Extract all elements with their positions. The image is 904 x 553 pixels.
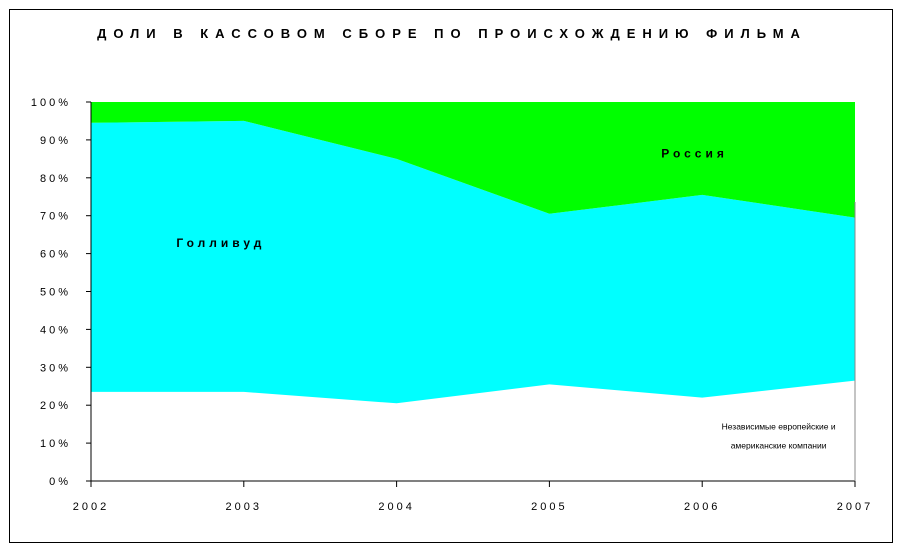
y-tick-label: 10% — [40, 438, 71, 450]
series-area-2 — [91, 102, 855, 218]
x-tick-label: 2006 — [684, 501, 720, 513]
series-area-1 — [91, 120, 855, 404]
y-tick-label: 80% — [40, 173, 71, 185]
series-label-1: Голливуд — [176, 236, 265, 250]
chart-title: ДОЛИ В КАССОВОМ СБОРЕ ПО ПРОИСХОЖДЕНИЮ Ф… — [97, 26, 807, 41]
x-tick-label: 2007 — [837, 501, 873, 513]
x-tick-label: 2005 — [531, 501, 567, 513]
y-tick-label: 70% — [40, 211, 71, 223]
series-label-0: Независимые европейские и — [722, 422, 836, 432]
y-tick-label: 20% — [40, 400, 71, 412]
y-tick-label: 50% — [40, 287, 71, 299]
series-area-0 — [91, 380, 855, 481]
y-tick-label: 60% — [40, 249, 71, 261]
y-tick-label: 90% — [40, 135, 71, 147]
series-label-0: американские компании — [731, 441, 827, 451]
y-tick-label: 100% — [31, 97, 71, 109]
y-tick-label: 0% — [49, 476, 71, 488]
x-tick-label: 2002 — [73, 501, 109, 513]
y-tick-label: 30% — [40, 362, 71, 374]
x-tick-label: 2004 — [378, 501, 414, 513]
y-tick-label: 40% — [40, 324, 71, 336]
x-tick-label: 2003 — [226, 501, 262, 513]
series-label-2: Россия — [661, 147, 728, 161]
